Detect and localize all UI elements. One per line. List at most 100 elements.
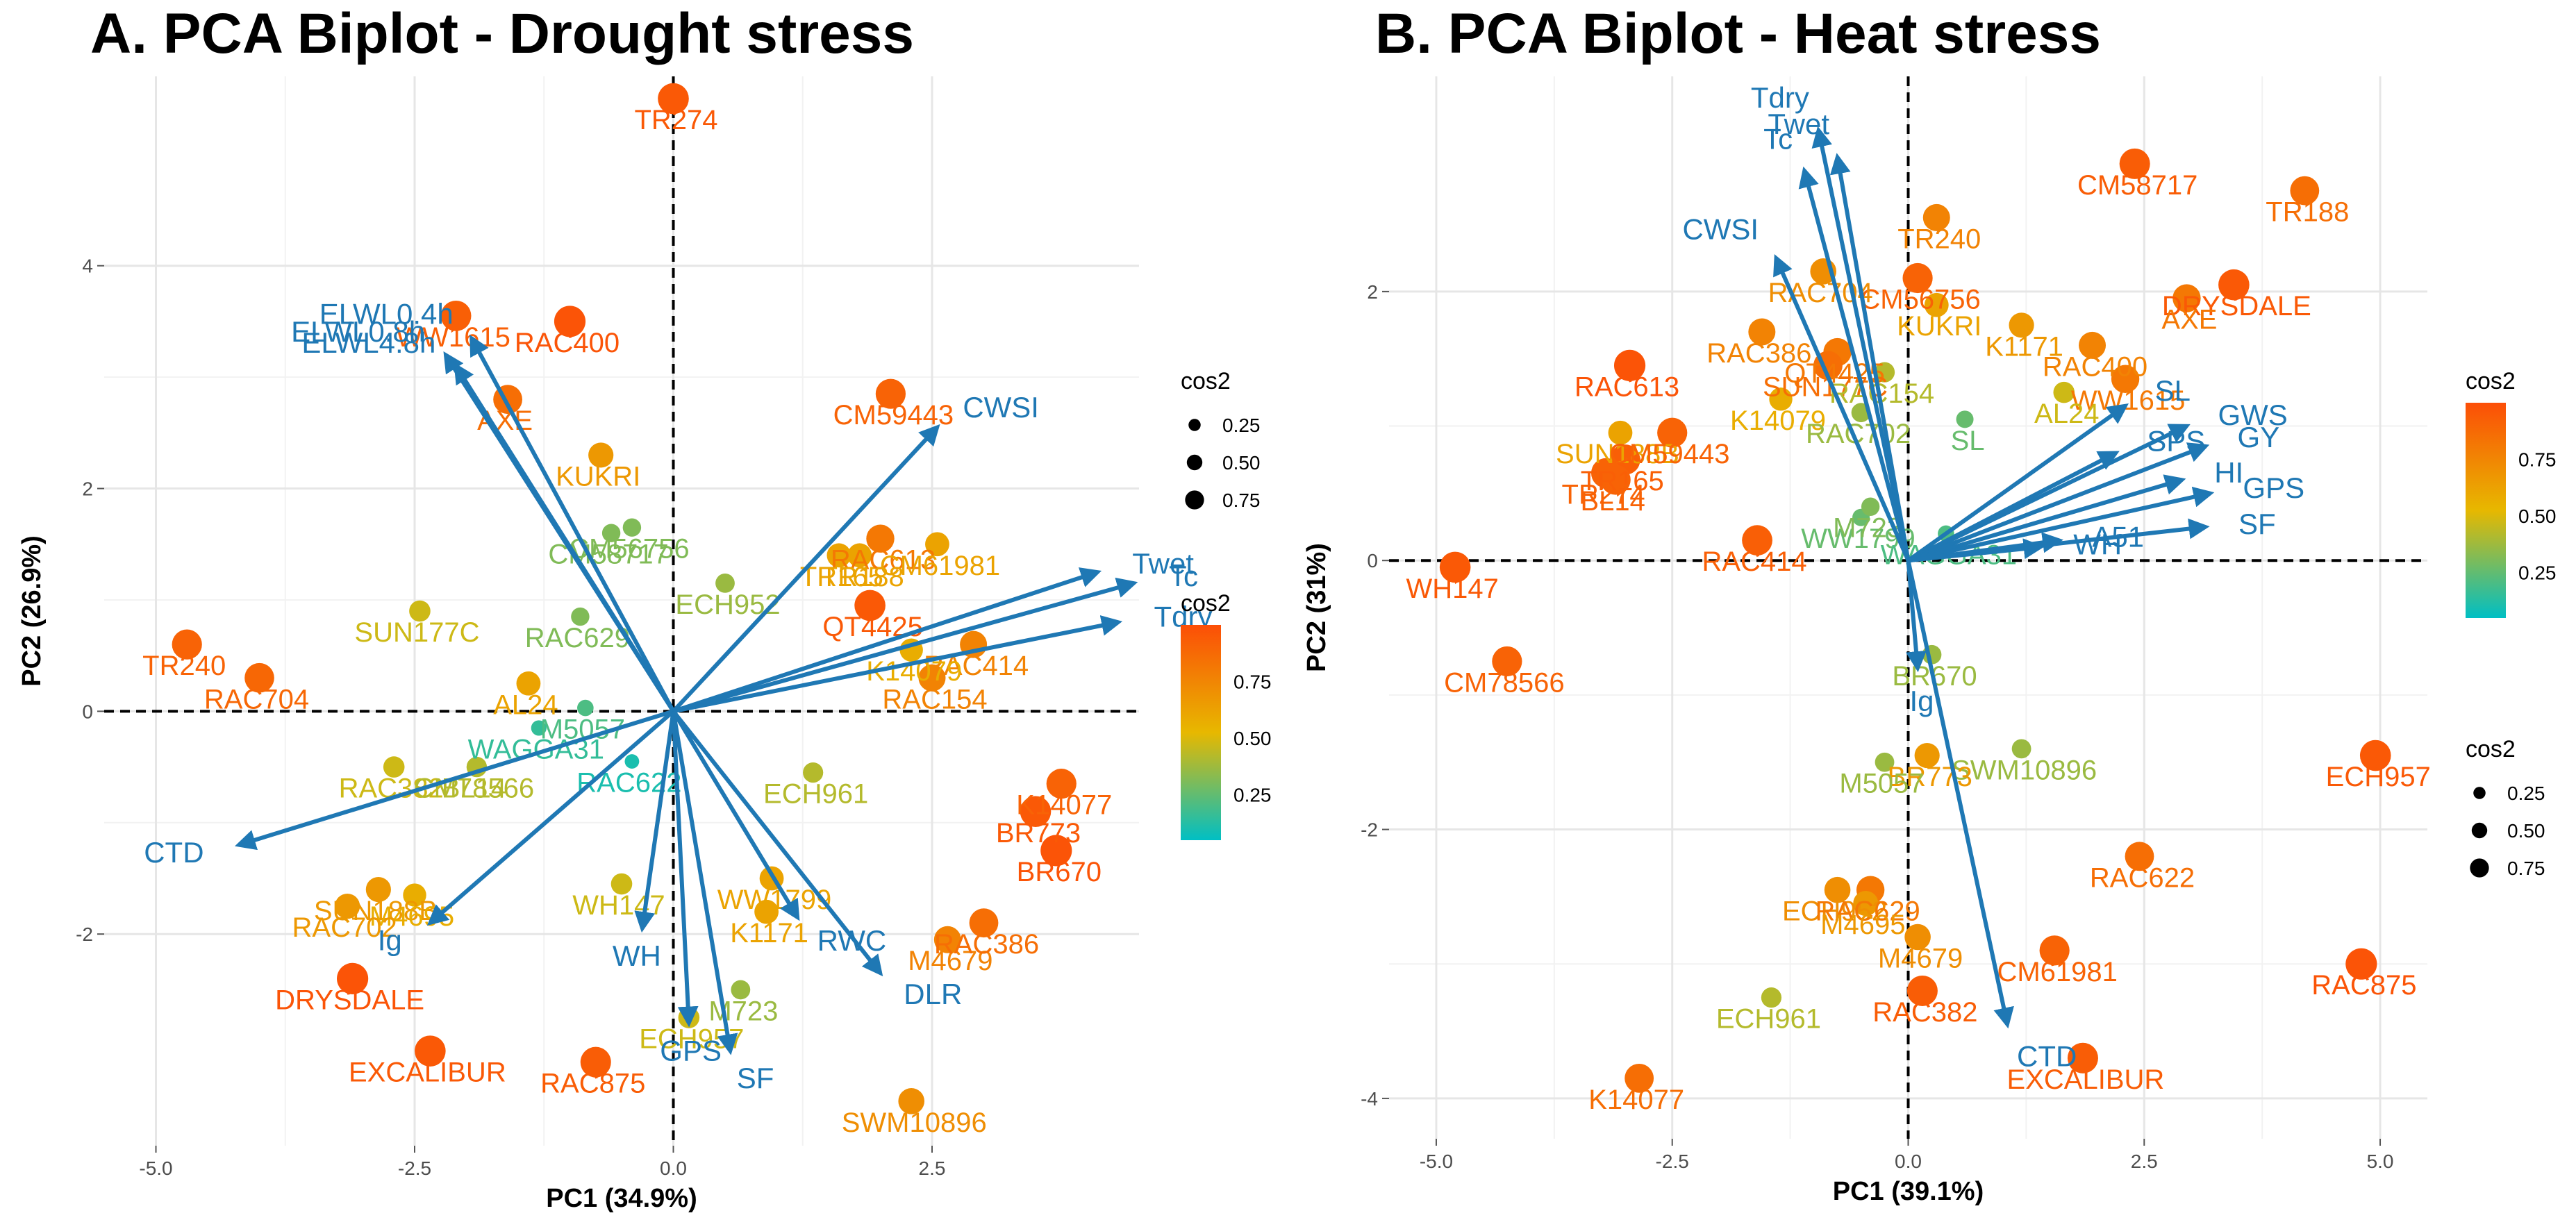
point-label-tr240: TR240: [142, 651, 226, 681]
point-k1171: [2009, 312, 2034, 338]
point-label-rac154: RAC154: [882, 684, 987, 715]
point-sun188b: [365, 876, 391, 903]
point-label-m5057: M5057: [1839, 769, 1924, 799]
chart-b-x-axis-label: PC1 (39.1%): [1833, 1177, 1984, 1206]
point-label-cm61981: CM61981: [1997, 957, 2117, 987]
point-excalibur: [2067, 1042, 2098, 1073]
point-rac613: [866, 524, 895, 553]
point-ww1615: [440, 301, 472, 331]
point-label-wh147: WH147: [572, 890, 665, 921]
arrow-label-sps: SPS: [2147, 425, 2205, 458]
point-label-ech961: ECH961: [1716, 1004, 1821, 1035]
point-label-br773: BR773: [996, 818, 1081, 849]
point-al24: [516, 671, 541, 696]
point-label-m4695: M4695: [1820, 910, 1905, 940]
chart-b-ytick-label: 2: [1367, 281, 1378, 303]
chart-a-color-legend-title: cos2: [1181, 590, 1231, 617]
arrow-sps: [1907, 451, 2120, 562]
chart-a-color-legend-label: 0.50: [1233, 728, 1272, 749]
point-rac622: [624, 754, 640, 769]
arrow-hi: [1907, 474, 2186, 563]
arrow-label-gy: GY: [2238, 421, 2280, 453]
point-m723: [1861, 497, 1880, 516]
chart-a-ytick-label: -2: [76, 924, 93, 945]
point-label-k1171: K1171: [730, 918, 808, 949]
point-label-wh147: WH147: [1406, 574, 1498, 604]
point-rac613: [1613, 349, 1646, 381]
arrow-gps: [671, 711, 699, 1028]
arrow-label-ig: Ig: [1909, 685, 1934, 717]
point-label-cm58717: CM58717: [2077, 170, 2197, 201]
point-br773: [1914, 742, 1940, 769]
arrow-label-tc: Tc: [1169, 560, 1198, 592]
chart-a-size-legend-title: cos2: [1181, 368, 1231, 394]
arrow-elwl4.8h: [454, 362, 676, 712]
arrow-tc: [672, 577, 1138, 714]
point-label-cm78566: CM78566: [1444, 667, 1564, 698]
arrow-ctd: [234, 709, 674, 851]
arrow-label-ig: Ig: [378, 924, 402, 956]
chart-a-color-bar: [1181, 625, 1221, 840]
arrow-twet: [1829, 153, 1911, 561]
chart-b-size-legend-label: 0.75: [2507, 858, 2545, 879]
chart-a-size-legend-label: 0.50: [1222, 452, 1261, 474]
point-ech957: [2359, 739, 2391, 771]
chart-a-y-axis-label: PC2 (26.9%): [17, 535, 47, 687]
point-rac386: [969, 908, 999, 938]
point-label-rac702: RAC702: [292, 912, 397, 943]
arrow-label-gps: GPS: [2243, 471, 2304, 504]
chart-b-xtick-label: -2.5: [1656, 1151, 1689, 1172]
point-k1171: [754, 899, 779, 924]
point-m5057: [577, 699, 594, 717]
point-br773: [1020, 796, 1052, 828]
chart-b-y-axis-label: PC2 (31%): [1302, 543, 1331, 672]
point-label-drysdale: DRYSDALE: [2162, 291, 2311, 321]
point-label-k1171: K1171: [1985, 331, 2063, 362]
point-m4679: [933, 926, 961, 953]
point-qt4425: [854, 590, 886, 621]
point-label-bl14: BL14: [1580, 486, 1645, 517]
point-label-ww1615: WW1615: [396, 322, 510, 353]
point-m4679: [1904, 924, 1931, 951]
point-tr188: [2290, 176, 2320, 206]
point-m4695: [403, 883, 426, 907]
point-excalibur: [415, 1035, 446, 1067]
point-label-swm10896: SWM10896: [1952, 755, 2097, 785]
arrow-label-elwl4.8h: ELWL4.8h: [301, 326, 435, 359]
arrow-label-sf: SF: [2238, 508, 2276, 540]
point-cm61981: [925, 532, 949, 557]
chart-a-plot-area: [104, 76, 1139, 1146]
arrow-label-sl: SL: [2155, 374, 2191, 407]
chart-a-ytick-label: 2: [82, 478, 93, 500]
point-label-rac386: RAC386: [934, 929, 1039, 960]
arrow-label-dlr: DLR: [904, 978, 962, 1010]
arrow-ig: [426, 710, 675, 926]
point-tr274: [658, 83, 689, 115]
point-label-cm59443: CM59443: [1609, 439, 1729, 469]
arrow-label-cwsi: CWSI: [1682, 212, 1759, 245]
point-label-tr188: TR188: [2266, 197, 2349, 228]
chart-b-color-legend-title: cos2: [2466, 368, 2516, 394]
chart-a-size-legend-label: 0.75: [1222, 490, 1261, 511]
point-label-k14079: K14079: [1730, 406, 1826, 436]
point-m5057: [1875, 752, 1895, 772]
arrow-label-wh: WH: [613, 939, 661, 972]
point-tr240: [172, 629, 202, 660]
point-ech952: [1824, 876, 1851, 903]
arrow-label-gws: GWS: [2218, 399, 2287, 431]
arrow-label-ctd: CTD: [2017, 1040, 2077, 1073]
point-cm78566: [1492, 646, 1522, 677]
point-rac629: [571, 607, 590, 626]
point-label-tr165: TR165: [800, 562, 883, 592]
chart-b-color-legend-label: 0.50: [2518, 505, 2557, 527]
chart-a-size-legend-dot: [1188, 419, 1201, 431]
point-rac704: [244, 662, 274, 693]
arrow-twet: [672, 567, 1102, 714]
point-rac414: [1742, 525, 1772, 556]
arrow-label-twet: Twet: [1132, 547, 1194, 580]
chart-b-ytick-label: 0: [1367, 550, 1378, 571]
point-rac400: [554, 306, 586, 337]
point-sun188b: [1608, 420, 1633, 445]
point-rac382: [1906, 975, 1938, 1006]
point-bl14: [1600, 465, 1631, 495]
